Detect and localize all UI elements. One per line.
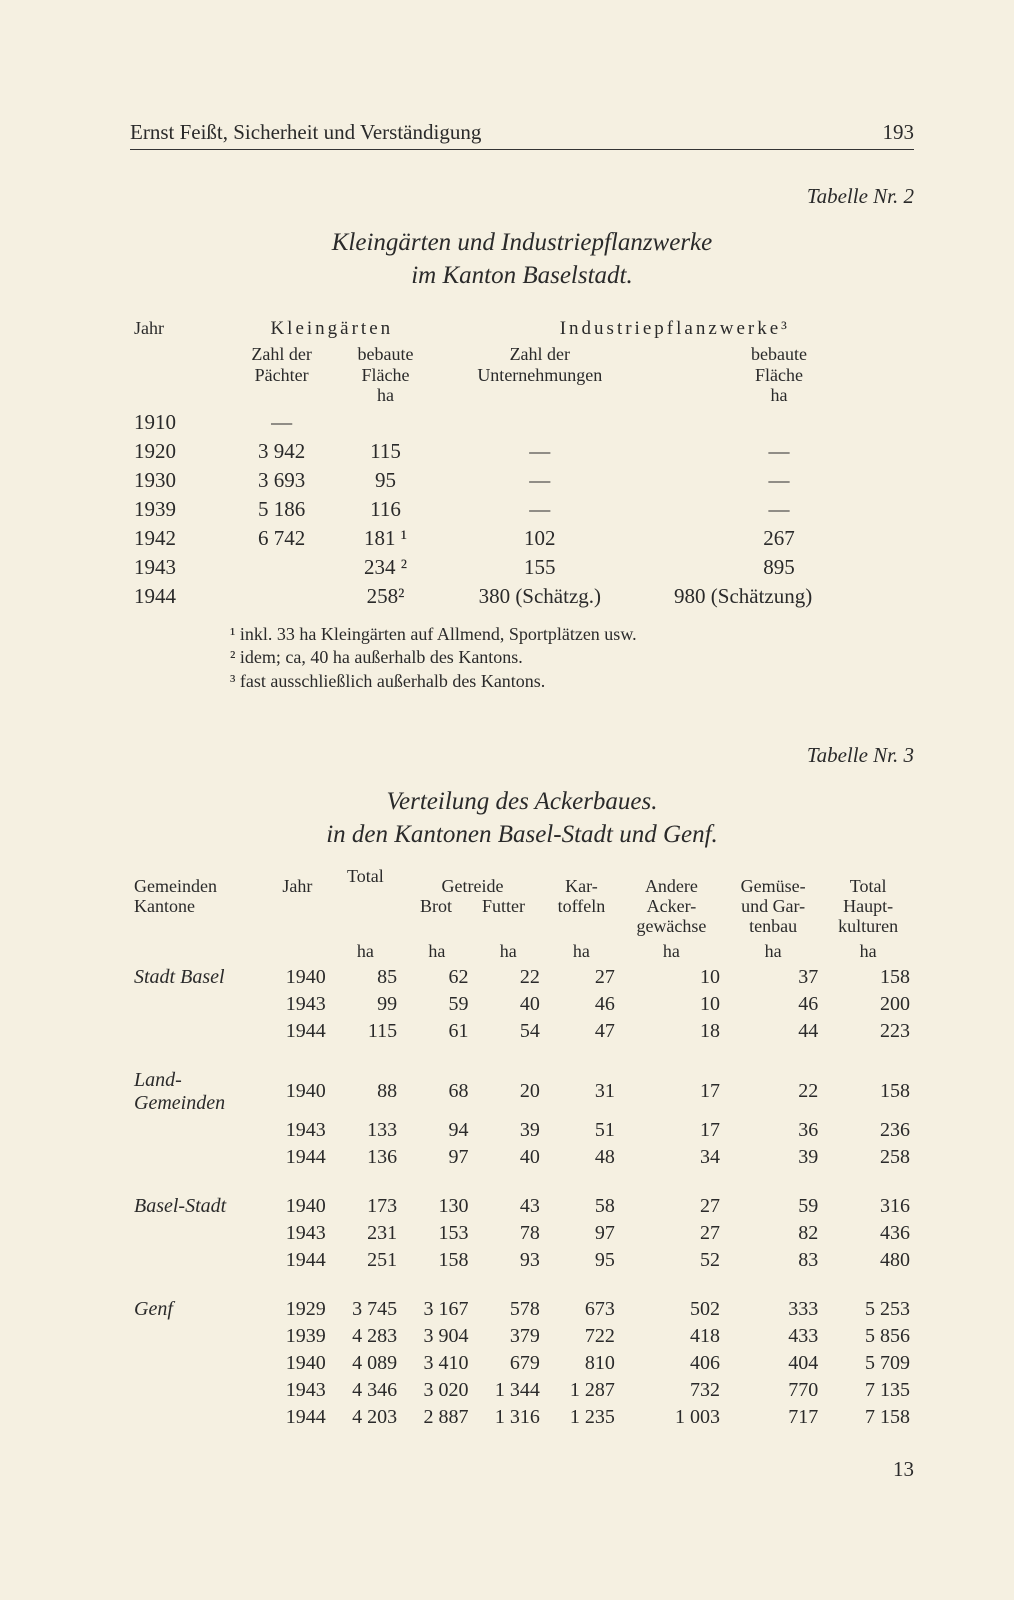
head-andere: Andere Acker- gewächse: [619, 875, 724, 938]
table-row: 1943 234 ² 155 895: [130, 553, 914, 582]
head-jahr: Jahr: [265, 875, 330, 938]
header-author-title: Ernst Feißt, Sicherheit und Verständigun…: [130, 120, 481, 145]
table-row: 1920 3 942 115 — —: [130, 437, 914, 466]
group-label: Genf: [130, 1296, 265, 1323]
table-row: 194425115893955283480: [130, 1247, 914, 1274]
footer-number: 13: [130, 1457, 914, 1482]
table-row: 19441369740483439258: [130, 1144, 914, 1171]
table-row: Genf19293 7453 1675786735023335 253: [130, 1296, 914, 1323]
table-row: 1939 5 186 116 — —: [130, 495, 914, 524]
table-row: 19441156154471844223: [130, 1018, 914, 1045]
table-row: 19444 2032 8871 3161 2351 0037177 158: [130, 1404, 914, 1431]
head-total2: Total Haupt- kulturen: [822, 875, 914, 938]
group-industrie: Industriepflanzwerke³: [436, 316, 914, 342]
sub-paechter: Zahl der Pächter: [228, 342, 335, 408]
table3-label: Tabelle Nr. 3: [130, 743, 914, 768]
table2-label: Tabelle Nr. 2: [130, 184, 914, 209]
table-row: Land- Gemeinden1940886820311722158: [130, 1067, 914, 1117]
table-row: Basel-Stadt194017313043582759316: [130, 1193, 914, 1220]
table2-footnotes: ¹ inkl. 33 ha Kleingärten auf Allmend, S…: [230, 623, 914, 693]
table3: Gemeinden Kantone Jahr Total Getreide Br…: [130, 875, 914, 1430]
table2: Jahr Kleingärten Industriepflanzwerke³ Z…: [130, 316, 914, 611]
table-row: 1910 —: [130, 408, 914, 437]
footnote: ¹ inkl. 33 ha Kleingärten auf Allmend, S…: [230, 623, 914, 646]
table-row: 194323115378972782436: [130, 1220, 914, 1247]
table-row: 1944 258² 380 (Schätzg.) 980 (Schätzung): [130, 582, 914, 611]
table-row: 19394 2833 9043797224184335 856: [130, 1323, 914, 1350]
table-row: 19434 3463 0201 3441 2877327707 135: [130, 1377, 914, 1404]
table-row: 19431339439511736236: [130, 1117, 914, 1144]
sub-flaeche1: bebaute Fläche ha: [335, 342, 435, 408]
table-row: 1942 6 742 181 ¹ 102 267: [130, 524, 914, 553]
head-gemeinden: Gemeinden Kantone: [130, 875, 265, 938]
group-label: Stadt Basel: [130, 964, 265, 991]
running-header: Ernst Feißt, Sicherheit und Verständigun…: [130, 120, 914, 150]
head-total: Total: [330, 875, 401, 938]
group-kleingarten: Kleingärten: [228, 316, 436, 342]
page: Ernst Feißt, Sicherheit und Verständigun…: [0, 0, 1014, 1542]
head-kartoffeln: Kar- toffeln: [544, 875, 619, 938]
group-label: Land- Gemeinden: [130, 1067, 265, 1117]
footnote: ³ fast ausschließlich außerhalb des Kant…: [230, 670, 914, 693]
table-row: 19404 0893 4106798104064045 709: [130, 1350, 914, 1377]
footnote: ² idem; ca, 40 ha außerhalb des Kantons.: [230, 646, 914, 669]
table-row: Stadt Basel1940856222271037158: [130, 964, 914, 991]
group-label: Basel-Stadt: [130, 1193, 265, 1220]
sub-flaeche2: bebaute Fläche ha: [644, 342, 914, 408]
table2-title: Kleingärten und Industriepflanzwerke im …: [130, 227, 914, 292]
table-row: 1943995940461046200: [130, 991, 914, 1018]
table-row: 1930 3 693 95 — —: [130, 466, 914, 495]
header-page-number: 193: [883, 120, 915, 145]
col-year: Jahr: [130, 316, 228, 342]
table3-title: Verteilung des Ackerbaues. in den Kanton…: [130, 786, 914, 851]
sub-unternehmen: Zahl der Unternehmungen: [436, 342, 644, 408]
head-getreide: Getreide Brot Futter: [401, 875, 544, 938]
head-gemuese: Gemüse- und Gar- tenbau: [724, 875, 822, 938]
